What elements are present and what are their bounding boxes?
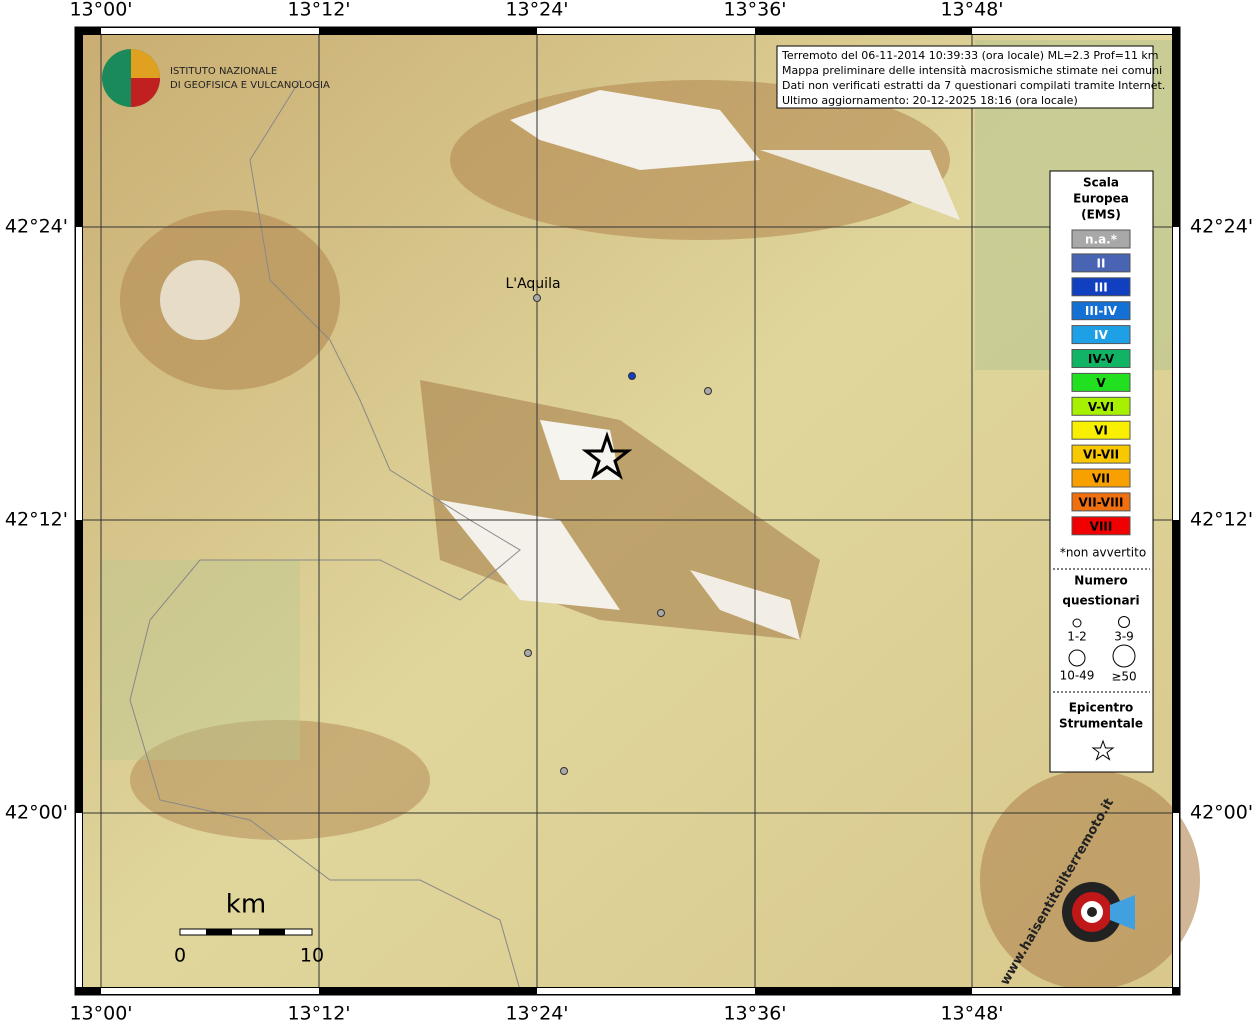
graticule — [75, 27, 1180, 995]
lat-label: 42°24' — [5, 216, 68, 238]
logo-text: DI GEOFISICA E VULCANOLOGIA — [170, 80, 330, 91]
count-label: 10-49 — [1060, 669, 1095, 683]
legend-swatch — [1071, 253, 1131, 273]
legend-title: (EMS) — [1081, 208, 1121, 222]
legend-swatch — [1071, 349, 1131, 368]
legend-title: questionari — [1062, 594, 1139, 608]
legend-label: II — [1097, 256, 1106, 270]
legend-swatch — [1071, 516, 1131, 536]
count-label: ≥50 — [1111, 670, 1136, 684]
logo: ISTITUTO NAZIONALE DI GEOFISICA E VULCAN… — [102, 49, 330, 107]
lat-label: 42°24' — [1190, 216, 1253, 238]
count-label: 3-9 — [1114, 630, 1134, 644]
info-line: Terremoto del 06-11-2014 10:39:33 (ora l… — [781, 49, 1159, 62]
lat-label: 42°00' — [5, 802, 68, 824]
scale-bar: km 0 10 — [174, 890, 324, 967]
legend-label: VII — [1092, 472, 1110, 486]
legend-label: VIII — [1090, 519, 1113, 533]
info-line: Dati non verificati estratti da 7 questi… — [782, 79, 1165, 92]
legend-label: V — [1096, 376, 1106, 390]
scale-label: 0 — [174, 945, 186, 967]
lon-label: 13°36' — [723, 0, 786, 21]
legend-label: III-IV — [1085, 304, 1118, 318]
lon-label: 13°24' — [505, 0, 568, 21]
legend-swatch — [1071, 325, 1131, 345]
city-label: L'Aquila — [505, 276, 560, 292]
legend-label: IV — [1094, 328, 1108, 342]
legend-label: n.a.* — [1085, 233, 1118, 247]
legend-swatch — [1071, 301, 1131, 321]
legend-label: VI — [1094, 424, 1108, 438]
lat-label: 42°12' — [5, 509, 68, 531]
lat-label: 42°12' — [1190, 509, 1253, 531]
legend-swatch — [1071, 492, 1131, 512]
frame — [74, 26, 1181, 996]
legend-label: V-VI — [1088, 400, 1114, 414]
info-line: Ultimo aggiornamento: 20-12-2025 18:16 (… — [782, 94, 1078, 107]
legend-swatch — [1071, 277, 1131, 297]
legend-title: Numero — [1074, 574, 1127, 588]
legend-swatch — [1071, 372, 1131, 392]
legend-title: Scala — [1083, 176, 1119, 190]
lat-label: 42°00' — [1190, 802, 1253, 824]
terrain — [75, 27, 1200, 995]
logo-text: ISTITUTO NAZIONALE — [170, 66, 277, 77]
lon-label: 13°24' — [505, 1003, 568, 1025]
scale-label: 10 — [300, 945, 324, 967]
lon-label: 13°00' — [69, 1003, 132, 1025]
legend-swatch — [1071, 468, 1131, 488]
lon-label: 13°00' — [69, 0, 132, 21]
count-label: 1-2 — [1067, 630, 1087, 644]
lon-label: 13°12' — [287, 0, 350, 21]
legend-label: III — [1094, 280, 1107, 294]
legend-title: Europea — [1073, 192, 1129, 206]
lon-label: 13°48' — [940, 0, 1003, 21]
legend-title: Epicentro — [1069, 701, 1134, 715]
info-line: Mappa preliminare delle intensità macros… — [782, 64, 1162, 77]
legend: Scala Europea (EMS) *non avvertito Numer… — [1049, 170, 1154, 773]
legend-swatch — [1071, 229, 1131, 249]
legend-swatch — [1071, 396, 1131, 416]
legend-swatch — [1071, 420, 1131, 440]
legend-label: IV-V — [1088, 352, 1115, 366]
legend-note: *non avvertito — [1060, 546, 1146, 560]
scale-unit: km — [226, 890, 266, 920]
legend-title: Strumentale — [1059, 717, 1143, 731]
points: L'Aquila — [505, 276, 712, 775]
lon-label: 13°12' — [287, 1003, 350, 1025]
info-box: Terremoto del 06-11-2014 10:39:33 (ora l… — [776, 45, 1165, 109]
legend-swatch — [1071, 444, 1131, 464]
legend-label: VII-VIII — [1078, 495, 1123, 509]
lon-label: 13°48' — [940, 1003, 1003, 1025]
legend-label: VI-VII — [1083, 448, 1119, 462]
lon-label: 13°36' — [723, 1003, 786, 1025]
